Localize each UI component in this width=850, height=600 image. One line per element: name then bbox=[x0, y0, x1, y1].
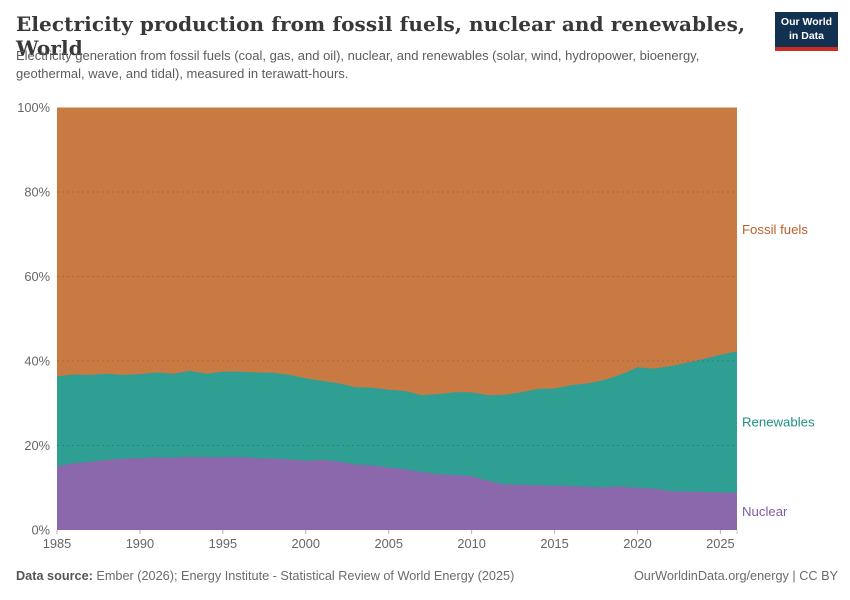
chart-footer: Data source: Ember (2026); Energy Instit… bbox=[16, 569, 838, 583]
y-tick-label-100: 100% bbox=[17, 100, 50, 115]
y-tick-label-0: 0% bbox=[32, 523, 51, 538]
x-tick-label-2015: 2015 bbox=[540, 536, 568, 551]
data-source-note: Data source: Ember (2026); Energy Instit… bbox=[16, 569, 514, 583]
page-title: Electricity production from fossil fuels… bbox=[16, 12, 746, 60]
x-tick-label-1985: 1985 bbox=[43, 536, 71, 551]
owid-url-link[interactable]: OurWorldinData.org/energy bbox=[633, 569, 789, 583]
y-tick-label-80: 80% bbox=[24, 185, 50, 200]
chart-subtitle: Electricity generation from fossil fuels… bbox=[16, 48, 700, 81]
x-tick-label-2000: 2000 bbox=[292, 536, 320, 551]
x-tick-label-1995: 1995 bbox=[209, 536, 237, 551]
owid-logo-line1: Our World bbox=[780, 16, 833, 29]
footer-links: OurWorldinData.org/energy | CC BY bbox=[634, 569, 838, 583]
x-tick-label-1990: 1990 bbox=[126, 536, 154, 551]
legend-label-renewables[interactable]: Renewables bbox=[742, 415, 815, 430]
legend-label-nuclear[interactable]: Nuclear bbox=[742, 504, 788, 519]
y-tick-label-40: 40% bbox=[24, 354, 50, 369]
data-source-text: Ember (2026); Energy Institute - Statist… bbox=[92, 569, 515, 583]
y-tick-label-60: 60% bbox=[24, 269, 50, 284]
x-tick-label-2005: 2005 bbox=[374, 536, 402, 551]
owid-logo-line2: in Data bbox=[788, 29, 824, 42]
license-link[interactable]: CC BY bbox=[799, 569, 838, 583]
x-tick-label-2025: 2025 bbox=[706, 536, 734, 551]
footer-divider: | bbox=[788, 569, 800, 583]
x-tick-label-2020: 2020 bbox=[623, 536, 651, 551]
y-tick-label-20: 20% bbox=[24, 438, 50, 453]
area-nuclear[interactable] bbox=[57, 456, 737, 530]
owid-logo: Our World in Data bbox=[775, 12, 838, 51]
legend-label-fossil-fuels[interactable]: Fossil fuels bbox=[742, 222, 808, 237]
x-tick-label-2010: 2010 bbox=[457, 536, 485, 551]
data-source-label: Data source: bbox=[16, 569, 93, 583]
